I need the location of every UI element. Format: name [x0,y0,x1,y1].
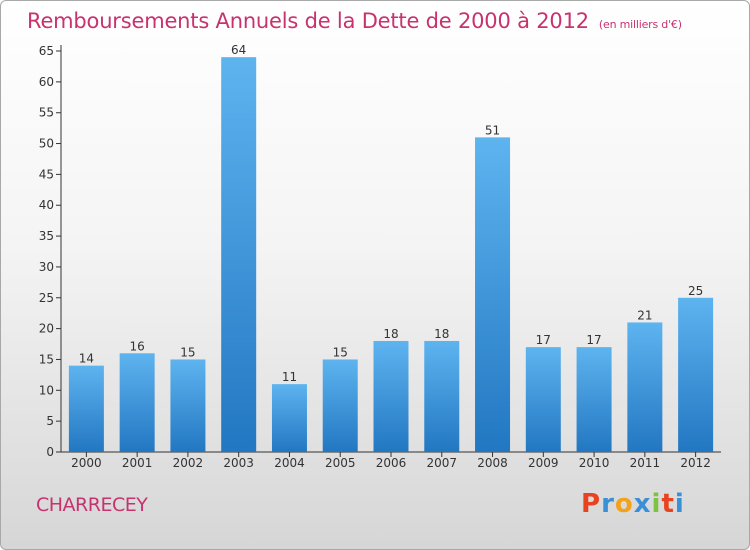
y-tick-label: 65 [39,44,54,58]
bar-2011 [627,322,663,452]
x-tick-label: 2003 [223,456,254,470]
y-tick-label: 60 [39,75,54,89]
logo-letter: x [633,489,652,519]
x-tick-label: 2007 [426,456,457,470]
x-tick-label: 2005 [325,456,356,470]
bar-2004 [271,384,307,452]
bar-2006 [373,340,409,452]
proxiti-logo: Proxiti [581,489,685,519]
logo-letter: P [581,489,602,519]
x-tick-label: 2006 [376,456,407,470]
x-tick-label: 2000 [71,456,102,470]
x-tick-label: 2010 [579,456,610,470]
x-tick-label: 2004 [274,456,305,470]
y-tick-label: 10 [39,383,54,397]
y-tick-label: 35 [39,229,54,243]
logo-letter: r [601,489,615,519]
x-tick-label: 2009 [528,456,559,470]
y-tick-label: 20 [39,322,54,336]
data-label: 51 [485,123,500,137]
bar-2007 [424,340,460,452]
logo-letter: t [661,489,675,519]
x-tick-label: 2001 [122,456,153,470]
data-label: 17 [536,333,551,347]
logo-letter: i [651,489,662,519]
y-tick-label: 30 [39,260,54,274]
data-label: 25 [688,284,703,298]
bar-2000 [68,365,104,452]
bar-2003 [221,57,257,453]
y-tick-label: 50 [39,137,54,151]
data-label: 16 [130,339,145,353]
y-tick-label: 5 [46,414,54,428]
bar-2002 [170,359,206,452]
bar-2012 [678,297,714,452]
bar-2005 [322,359,358,452]
y-tick-label: 0 [46,445,54,459]
x-tick-label: 2008 [477,456,508,470]
chart-title: Remboursements Annuels de la Dette de 20… [27,9,682,33]
x-tick-label: 2011 [630,456,661,470]
data-label: 15 [180,345,195,359]
town-name: CHARRECEY [36,494,148,516]
x-tick-label: 2012 [680,456,711,470]
bar-2008 [475,137,511,452]
y-tick-label: 15 [39,352,54,366]
data-label: 15 [333,345,348,359]
logo-letter: o [614,489,634,519]
data-label: 21 [637,308,652,322]
x-tick-label: 2002 [173,456,204,470]
logo-letter: i [674,489,685,519]
data-label: 14 [79,352,94,366]
data-label: 18 [383,327,398,341]
bar-2010 [576,347,612,452]
y-tick-label: 25 [39,291,54,305]
bar-2009 [525,347,561,452]
data-label: 17 [586,333,601,347]
unit-label: (en milliers d'€) [598,18,682,31]
data-label: 18 [434,327,449,341]
y-tick-label: 45 [39,167,54,181]
data-label: 11 [282,370,297,384]
y-tick-label: 40 [39,198,54,212]
y-tick-label: 55 [39,106,54,120]
data-label: 64 [231,43,246,57]
bar-2001 [119,353,155,452]
